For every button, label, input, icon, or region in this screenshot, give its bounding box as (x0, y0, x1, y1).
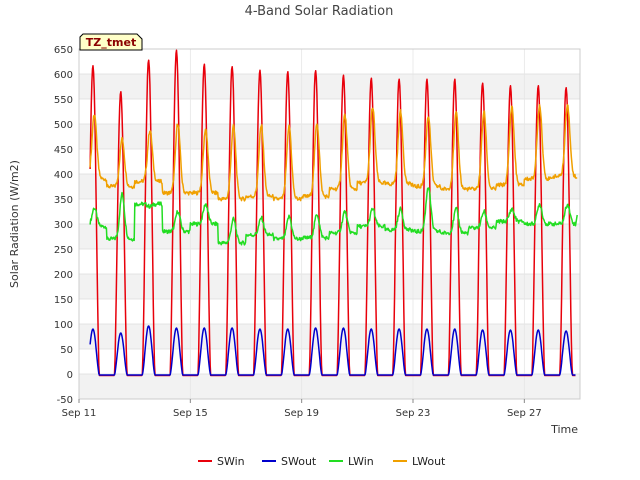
x-axis-title: Time (550, 423, 578, 436)
station-badge: TZ_tmet (79, 33, 143, 51)
legend-label-swin: SWin (217, 455, 245, 468)
y-tick-label: 400 (54, 170, 73, 181)
y-tick-label: 300 (54, 220, 73, 231)
y-tick-label: 350 (54, 195, 73, 206)
legend-label-lwout: LWout (412, 455, 446, 468)
axes (78, 48, 581, 400)
series-line-lwin (89, 187, 578, 246)
y-tick-label: 650 (54, 45, 73, 56)
y-tick-labels: -50 0 50 100 150 200 250 300 350 400 450 500 550 600 6… (54, 45, 73, 406)
y-tick-label: 0 (67, 370, 73, 381)
y-axis-title: Solar Radiation (W/m2) (8, 160, 21, 288)
plot-band (79, 124, 580, 149)
legend-label-swout: SWout (281, 455, 317, 468)
plot-frame (78, 48, 581, 400)
y-tick-label: 250 (54, 245, 73, 256)
plot-band (79, 74, 580, 99)
legend-label-lwin: LWin (348, 455, 374, 468)
x-tick-label: Sep 19 (284, 408, 319, 419)
legend: SWin SWout LWin LWout (198, 455, 446, 468)
y-tick-label: 200 (54, 270, 73, 281)
x-tick-label: Sep 11 (62, 408, 97, 419)
plot-band (79, 274, 580, 299)
series-line-swout (89, 325, 576, 376)
series-line-lwout (89, 103, 578, 202)
x-tick-labels: Sep 11 Sep 15 Sep 19 Sep 23 Sep 27 (62, 399, 542, 419)
plot-band (79, 374, 580, 399)
y-tick-label: 150 (54, 295, 73, 306)
y-tick-label: 50 (60, 345, 73, 356)
plot-band (79, 324, 580, 349)
station-badge-label: TZ_tmet (86, 36, 136, 49)
series-layer (89, 49, 578, 377)
y-tick-label: -50 (57, 395, 73, 406)
y-tick-label: 550 (54, 95, 73, 106)
y-tick-label: 600 (54, 70, 73, 81)
x-tick-label: Sep 23 (396, 408, 431, 419)
y-tick-label: 100 (54, 320, 73, 331)
x-tick-label: Sep 15 (173, 408, 208, 419)
chart-title: 4-Band Solar Radiation (245, 4, 394, 19)
y-tick-label: 500 (54, 120, 73, 131)
x-tick-label: Sep 27 (507, 408, 542, 419)
y-tick-label: 450 (54, 145, 73, 156)
